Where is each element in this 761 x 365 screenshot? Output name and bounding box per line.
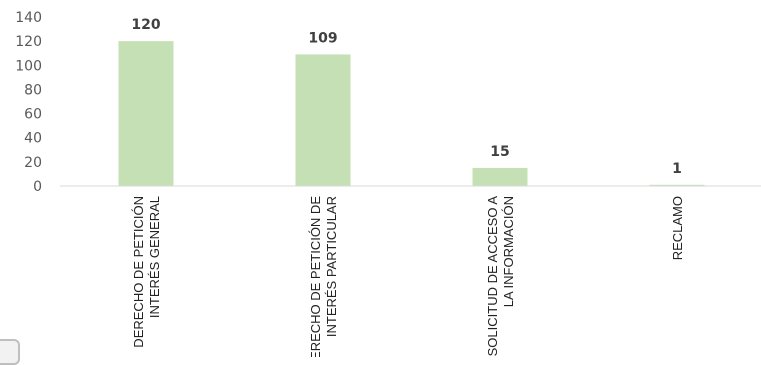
y-tick-label: 80 xyxy=(24,82,42,98)
bar-chart: 0 20 40 60 80 100 120 140 120 109 15 1 DERECHO DE PE… xyxy=(15,10,761,357)
x-category-label-line: DERECHO DE PETICIÓN xyxy=(131,196,146,348)
bar xyxy=(118,41,174,187)
y-tick-label: 60 xyxy=(24,107,42,123)
y-tick-label: 40 xyxy=(24,131,42,147)
y-tick-label: 20 xyxy=(24,155,42,171)
x-category-label-line: LA INFORMACIÓN xyxy=(501,196,516,307)
bar xyxy=(295,54,351,186)
y-tick-label: 0 xyxy=(33,179,42,195)
data-label: 109 xyxy=(308,30,337,46)
data-label: 120 xyxy=(131,17,160,33)
data-label: 1 xyxy=(672,161,682,177)
x-category-label: SOLICITUD DE ACCESO A LA INFORMACIÓN xyxy=(485,196,516,357)
y-tick-label: 140 xyxy=(15,10,42,26)
x-category-label-line: DERECHO DE PETICIÓN DE xyxy=(308,196,323,357)
y-tick-label: 100 xyxy=(15,58,42,74)
chart-container: 0 20 40 60 80 100 120 140 120 109 15 1 DERECHO DE PE… xyxy=(0,10,761,365)
x-category-label: DERECHO DE PETICIÓN DE INTERÉS PARTICULAR xyxy=(308,196,339,357)
resize-handle[interactable] xyxy=(0,339,20,365)
x-category-label: DERECHO DE PETICIÓN INTERÉS GENERAL xyxy=(131,196,162,348)
x-category-label: RECLAMO xyxy=(670,196,685,260)
x-category-label-line: INTERÉS PARTICULAR xyxy=(324,196,339,337)
x-category-label-line: INTERÉS GENERAL xyxy=(147,196,162,318)
x-category-label-line: RECLAMO xyxy=(670,196,685,260)
y-tick-label: 120 xyxy=(15,34,42,50)
bar xyxy=(649,184,705,186)
data-label: 15 xyxy=(490,144,509,160)
x-category-label-line: SOLICITUD DE ACCESO A xyxy=(485,196,500,357)
bar xyxy=(472,167,528,186)
